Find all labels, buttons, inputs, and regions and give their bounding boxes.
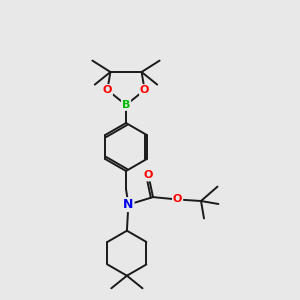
Text: O: O xyxy=(103,85,112,95)
Text: N: N xyxy=(123,198,134,211)
Text: O: O xyxy=(173,194,182,205)
Text: O: O xyxy=(144,170,153,181)
Text: O: O xyxy=(140,85,149,95)
Text: B: B xyxy=(122,100,130,110)
